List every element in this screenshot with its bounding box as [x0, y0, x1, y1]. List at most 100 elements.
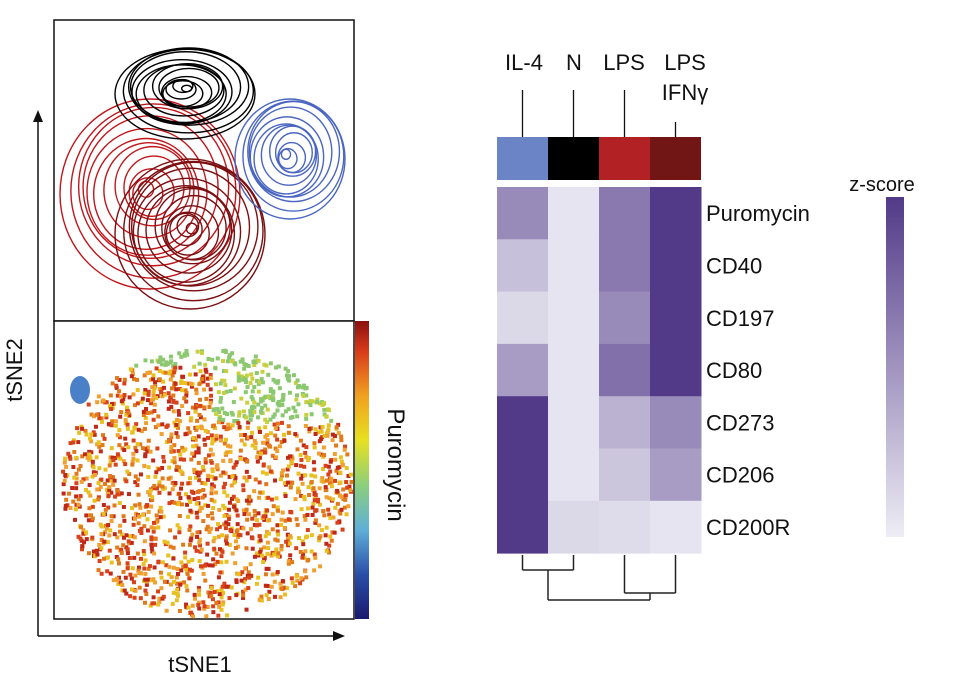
scatter-point	[177, 608, 182, 613]
scatter-point	[105, 478, 110, 483]
scatter-point	[204, 527, 209, 532]
scatter-point	[234, 539, 239, 544]
scatter-point	[174, 431, 179, 436]
scatter-point	[135, 458, 140, 463]
scatter-point	[218, 473, 223, 478]
scatter-point	[219, 438, 224, 443]
scatter-point	[288, 553, 293, 558]
scatter-point	[312, 498, 317, 503]
scatter-point	[234, 460, 239, 465]
scatter-point	[329, 476, 334, 481]
scatter-point	[245, 517, 250, 522]
scatter-point	[256, 402, 261, 407]
scatter-point	[260, 369, 265, 374]
scatter-point	[96, 394, 101, 399]
scatter-point	[245, 459, 250, 464]
scatter-point	[209, 433, 214, 438]
scatter-point	[195, 349, 200, 354]
scatter-point	[248, 411, 253, 416]
heatmap-cell	[650, 396, 702, 449]
scatter-point	[165, 423, 170, 428]
contour-line-lps-ifn-	[154, 188, 231, 265]
scatter-point	[160, 484, 165, 489]
scatter-point	[224, 520, 229, 525]
scatter-point	[233, 362, 238, 367]
scatter-point	[216, 613, 221, 618]
scatter-point	[322, 407, 327, 412]
scatter-point	[286, 407, 291, 412]
scatter-point	[152, 565, 157, 570]
heatmap-cell	[548, 343, 600, 397]
scatter-point	[151, 397, 156, 402]
scatter-point	[214, 406, 219, 411]
scatter-point	[302, 497, 307, 502]
scatter-point	[105, 540, 110, 545]
scatter-point	[108, 393, 113, 398]
scatter-point	[263, 417, 268, 422]
scatter-point	[293, 409, 298, 414]
scatter-point	[195, 470, 200, 475]
scatter-point	[330, 530, 335, 535]
contour-line-lps	[103, 142, 195, 239]
column-color-bar	[497, 137, 548, 180]
scatter-point	[326, 472, 331, 477]
scatter-point	[259, 451, 264, 456]
scatter-point	[226, 517, 231, 522]
scatter-point	[78, 463, 83, 468]
scatter-point	[250, 413, 255, 418]
scatter-point	[286, 424, 291, 429]
scatter-point	[187, 430, 192, 435]
puromycin-colorbar-label: Puromycin	[382, 408, 409, 521]
scatter-point	[255, 459, 260, 464]
scatter-point	[144, 592, 149, 597]
scatter-point	[258, 490, 263, 495]
scatter-point	[133, 573, 138, 578]
scatter-point	[201, 600, 206, 605]
scatter-point	[201, 379, 206, 384]
scatter-point	[326, 423, 331, 428]
scatter-point	[103, 529, 108, 534]
heatmap-cell	[599, 291, 651, 345]
scatter-point	[244, 415, 249, 420]
scatter-point	[326, 464, 331, 469]
scatter-point	[208, 526, 213, 531]
heatmap-cell	[599, 239, 651, 293]
scatter-point	[190, 405, 195, 410]
scatter-point	[225, 359, 230, 364]
scatter-point	[203, 362, 208, 367]
scatter-point	[295, 578, 300, 583]
scatter-point	[330, 432, 335, 437]
scatter-point	[114, 383, 119, 388]
scatter-point	[207, 563, 212, 568]
scatter-point	[222, 410, 227, 415]
scatter-point	[109, 407, 114, 412]
column-label: N	[566, 50, 582, 75]
scatter-point	[243, 362, 248, 367]
scatter-point	[332, 434, 337, 439]
scatter-point	[124, 533, 129, 538]
scatter-point	[93, 424, 98, 429]
scatter-point	[121, 569, 126, 574]
scatter-point	[96, 568, 101, 573]
scatter-point	[130, 506, 135, 511]
scatter-point	[303, 450, 308, 455]
scatter-point	[171, 368, 176, 373]
scatter-point	[117, 443, 122, 448]
scatter-point	[258, 538, 263, 543]
scatter-point	[266, 495, 271, 500]
scatter-point	[232, 386, 237, 391]
scatter-point	[234, 508, 239, 513]
scatter-point	[212, 536, 217, 541]
scatter-point	[219, 586, 224, 591]
scatter-point	[156, 560, 161, 565]
scatter-point	[139, 399, 144, 404]
scatter-point	[185, 352, 190, 357]
scatter-point	[197, 592, 202, 597]
scatter-point	[197, 382, 202, 387]
scatter-point	[323, 488, 328, 493]
scatter-point	[169, 575, 174, 580]
scatter-point	[177, 465, 182, 470]
scatter-point	[185, 569, 190, 574]
scatter-point	[300, 539, 305, 544]
scatter-point	[306, 456, 311, 461]
